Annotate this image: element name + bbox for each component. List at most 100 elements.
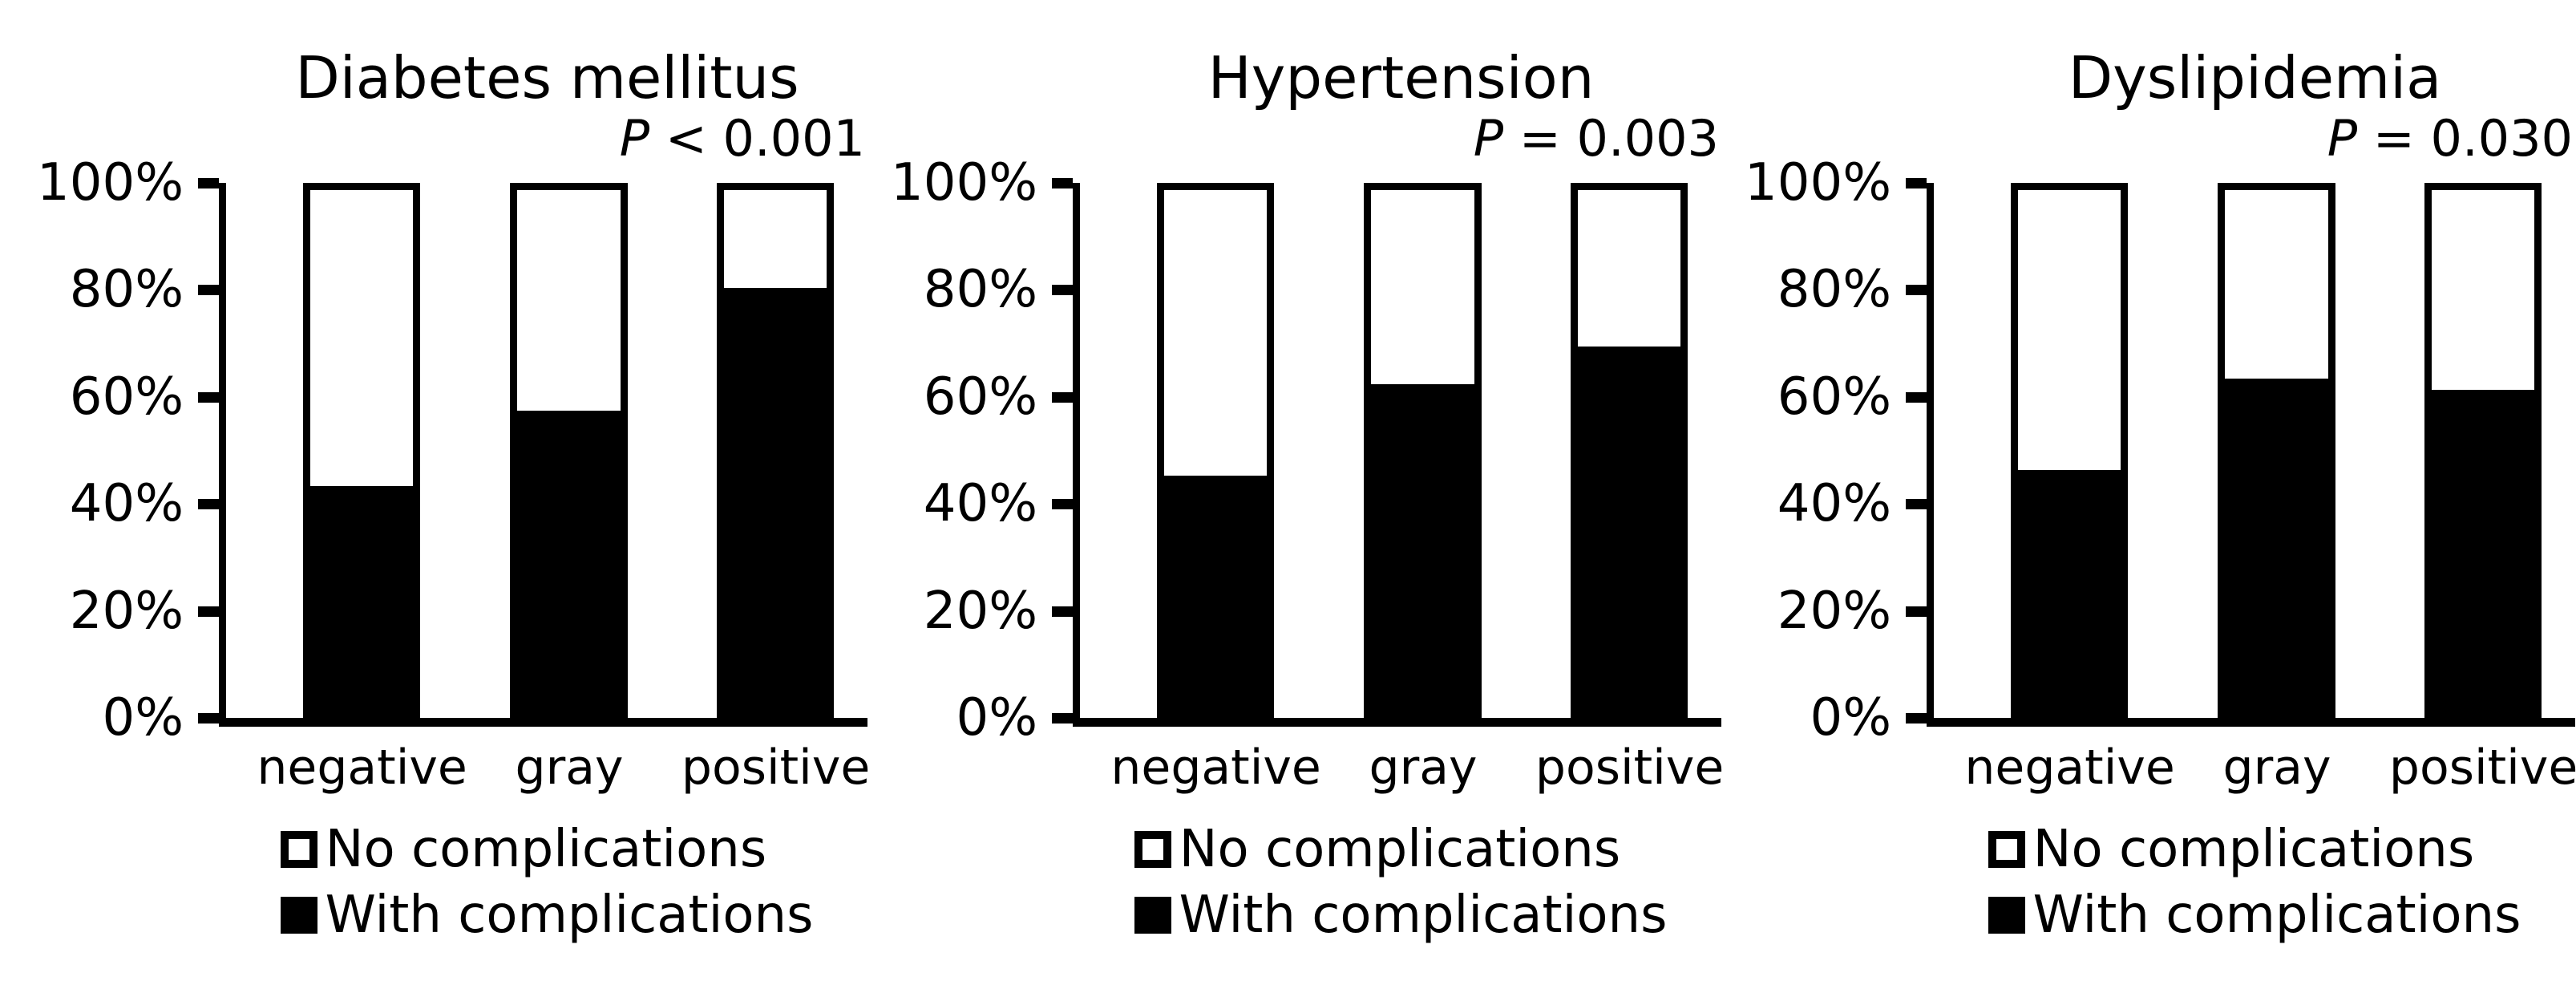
plot-row: 100% 80% 60% 40% 20% 0% (1722, 157, 2576, 744)
legend-swatch-with-complications (280, 897, 317, 934)
y-tick-mark (1906, 285, 1927, 296)
bar-negative (303, 183, 421, 718)
legend-label: With complications (1179, 886, 1668, 945)
segment-with-complications (1157, 482, 1275, 718)
y-tick-label: 80% (69, 260, 184, 320)
segment-no-complications (2218, 183, 2335, 387)
chart-panel-dyslipidemia: Dyslipidemia P = 0.030 100% 80% 60% 40% … (1722, 11, 2576, 989)
y-tick-mark (1052, 391, 1073, 403)
bar-positive (2424, 183, 2542, 718)
segment-with-complications (1571, 354, 1688, 718)
x-axis-labels: negative gray positive (226, 727, 871, 810)
y-tick-mark (1052, 713, 1073, 724)
segment-no-complications (1571, 183, 1688, 355)
p-symbol: P (2327, 109, 2358, 168)
x-tick-label: positive (1535, 740, 1725, 796)
legend-label: With complications (325, 886, 814, 945)
y-tick-mark (198, 178, 219, 188)
legend-swatch-no-complications (1134, 831, 1171, 868)
y-tick-label: 100% (1745, 153, 1891, 213)
chart-title: Diabetes mellitus (295, 44, 799, 111)
y-axis: 100% 80% 60% 40% 20% 0% (868, 157, 1073, 744)
p-symbol: P (1473, 109, 1504, 168)
segment-no-complications (303, 183, 421, 493)
legend-label: No complications (325, 820, 767, 879)
segment-with-complications (1364, 391, 1482, 718)
y-tick-label: 0% (102, 688, 184, 748)
chart-panel-hypertension: Hypertension P = 0.003 100% 80% 60% 40% … (868, 11, 1725, 989)
plot-area (1073, 183, 1721, 727)
p-value-text: = 0.003 (1519, 109, 1719, 168)
legend: No complications With complications (1080, 817, 1721, 948)
y-tick-mark (1906, 713, 1927, 724)
bar-positive (717, 183, 835, 718)
legend-label: No complications (2032, 820, 2475, 879)
x-axis-labels: negative gray positive (1934, 727, 2576, 810)
x-tick-label: gray (2222, 740, 2331, 796)
legend-item-with-complications: With complications (1134, 882, 1668, 948)
p-value: P < 0.001 (226, 112, 868, 165)
y-tick-mark (198, 713, 219, 724)
segment-no-complications (1157, 183, 1275, 483)
chart-header: Diabetes mellitus P < 0.001 (14, 11, 868, 183)
segment-no-complications (2011, 183, 2129, 477)
bar-gray (2218, 183, 2335, 718)
chart-header: Hypertension P = 0.003 (868, 11, 1722, 183)
p-value-text: = 0.030 (2372, 109, 2573, 168)
y-tick-label: 40% (923, 474, 1037, 534)
bar-gray (1364, 183, 1482, 718)
bar-positive (1571, 183, 1688, 718)
p-symbol: P (619, 109, 650, 168)
bar-gray (510, 183, 628, 718)
y-tick-label: 60% (1777, 367, 1891, 427)
plot-area (219, 183, 867, 727)
plot-row: 100% 80% 60% 40% 20% 0% (868, 157, 1722, 744)
x-tick-label: positive (2388, 740, 2576, 796)
legend-label: No complications (1179, 820, 1621, 879)
y-tick-mark (1906, 606, 1927, 617)
chart-title: Hypertension (1207, 44, 1595, 111)
legend-label: With complications (2032, 886, 2521, 945)
chart-title: Dyslipidemia (2068, 44, 2442, 111)
y-tick-mark (1906, 499, 1927, 510)
y-tick-label: 80% (1777, 260, 1891, 320)
legend: No complications With complications (1934, 817, 2575, 948)
legend-item-no-complications: No complications (1988, 817, 2475, 882)
y-tick-label: 100% (37, 153, 184, 213)
bar-negative (2011, 183, 2129, 718)
y-tick-label: 20% (1777, 581, 1891, 641)
x-tick-label: negative (257, 740, 467, 796)
y-axis: 100% 80% 60% 40% 20% 0% (14, 157, 219, 744)
y-tick-mark (1906, 391, 1927, 403)
segment-with-complications (717, 295, 835, 718)
y-tick-mark (198, 285, 219, 296)
plot-row: 100% 80% 60% 40% 20% 0% (14, 157, 868, 744)
y-tick-mark (198, 606, 219, 617)
segment-with-complications (2218, 386, 2335, 718)
x-tick-label: gray (1369, 740, 1478, 796)
legend-item-no-complications: No complications (1134, 817, 1621, 882)
plot-area (1927, 183, 2575, 727)
y-tick-mark (1052, 606, 1073, 617)
chart-header: Dyslipidemia P = 0.030 (1722, 11, 2576, 183)
legend-item-no-complications: No complications (280, 817, 767, 882)
y-axis: 100% 80% 60% 40% 20% 0% (1722, 157, 1927, 744)
p-value: P = 0.030 (1934, 112, 2576, 165)
p-value: P = 0.003 (1080, 112, 1722, 165)
y-tick-label: 0% (956, 688, 1037, 748)
segment-with-complications (2424, 396, 2542, 718)
x-tick-label: positive (681, 740, 871, 796)
segment-with-complications (2011, 476, 2129, 718)
legend-item-with-complications: With complications (280, 882, 814, 948)
y-tick-mark (1906, 178, 1927, 188)
y-tick-mark (198, 391, 219, 403)
y-tick-mark (1052, 178, 1073, 188)
segment-no-complications (510, 183, 628, 419)
y-tick-label: 60% (923, 367, 1037, 427)
segment-no-complications (717, 183, 835, 296)
y-tick-label: 40% (1777, 474, 1891, 534)
y-tick-label: 20% (923, 581, 1037, 641)
legend: No complications With complications (226, 817, 867, 948)
y-tick-mark (198, 499, 219, 510)
